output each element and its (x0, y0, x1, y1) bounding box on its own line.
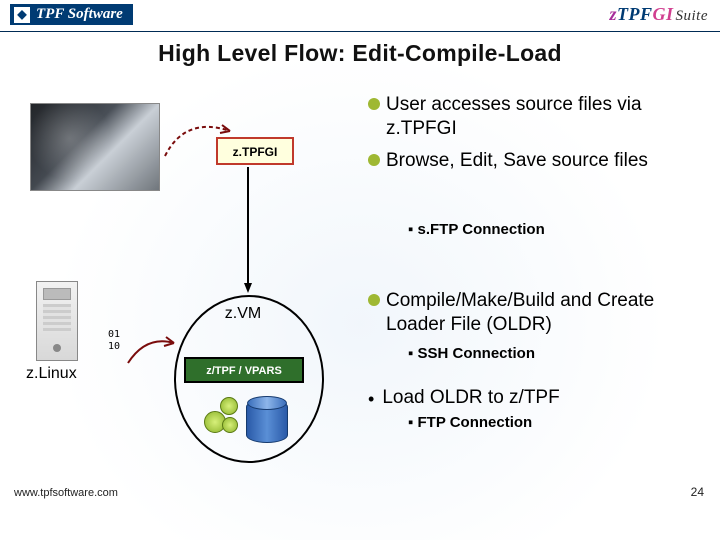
bullet-3-text: Compile/Make/Build and Create Loader Fil… (386, 289, 708, 337)
down-arrow-icon (244, 167, 252, 293)
bits-row-2: 10 (100, 341, 128, 353)
bullet-4-text: Load OLDR to z/TPF (382, 387, 559, 409)
bullet-sub-1: s.FTP Connection (368, 217, 708, 248)
zvm-label: z.VM (198, 305, 288, 323)
slide-stage: z.TPFGI z.Linux 01 10 z.VM z/TPF / VPARS… (0, 67, 720, 507)
server-icon (36, 281, 78, 361)
logo-tpf: TPF (617, 4, 653, 24)
bullet-dot-icon (368, 98, 380, 110)
bits-row-1: 01 (100, 329, 128, 341)
logo-left-text: TPF Software (36, 6, 123, 23)
sub-bullet-ftp: FTP Connection (408, 414, 708, 431)
footer-url: www.tpfsoftware.com (14, 487, 118, 499)
bullet-group-1: User accesses source files via z.TPFGI B… (368, 93, 708, 180)
slide-title: High Level Flow: Edit-Compile-Load (0, 40, 720, 67)
bullet-4: Load OLDR to z/TPF (368, 387, 708, 410)
bullet-group-2: Compile/Make/Build and Create Loader Fil… (368, 289, 708, 372)
ztpf-vpars-box: z/TPF / VPARS (184, 357, 304, 383)
ztpfgi-box: z.TPFGI (216, 137, 294, 165)
bullet-dot-icon (368, 294, 380, 306)
bullet-dot-icon (368, 154, 380, 166)
page-number: 24 (691, 485, 704, 499)
sub-bullet-ssh: SSH Connection (408, 345, 708, 362)
logo-gi: GI (652, 4, 673, 24)
keyboard-photo (30, 103, 160, 191)
ztpfgi-suite-logo: zTPFGISuite (609, 4, 708, 25)
bullet-2: Browse, Edit, Save source files (368, 149, 708, 173)
bullet-1: User accesses source files via z.TPFGI (368, 93, 708, 141)
bullet-1-text: User accesses source files via z.TPFGI (386, 93, 708, 141)
bullet-group-3: Load OLDR to z/TPF FTP Connection (368, 385, 708, 441)
logo-mark-icon (14, 7, 30, 23)
binary-bits: 01 10 (100, 329, 128, 365)
sub-bullet-sftp: s.FTP Connection (408, 221, 708, 238)
bullet-2-text: Browse, Edit, Save source files (386, 149, 648, 173)
solid-arrow-icon (126, 329, 182, 369)
header-rule (0, 31, 720, 32)
logo-suite: Suite (676, 8, 709, 24)
gear-icon (222, 417, 238, 433)
tpf-software-logo: TPF Software (10, 4, 133, 25)
bullet-3: Compile/Make/Build and Create Loader Fil… (368, 289, 708, 337)
zlinux-label: z.Linux (26, 365, 77, 383)
gears-disk-group (200, 391, 300, 453)
disk-cylinder-icon (246, 399, 288, 443)
gear-icon (220, 397, 238, 415)
logo-z: z (609, 4, 617, 24)
header-bar: TPF Software zTPFGISuite (0, 0, 720, 31)
